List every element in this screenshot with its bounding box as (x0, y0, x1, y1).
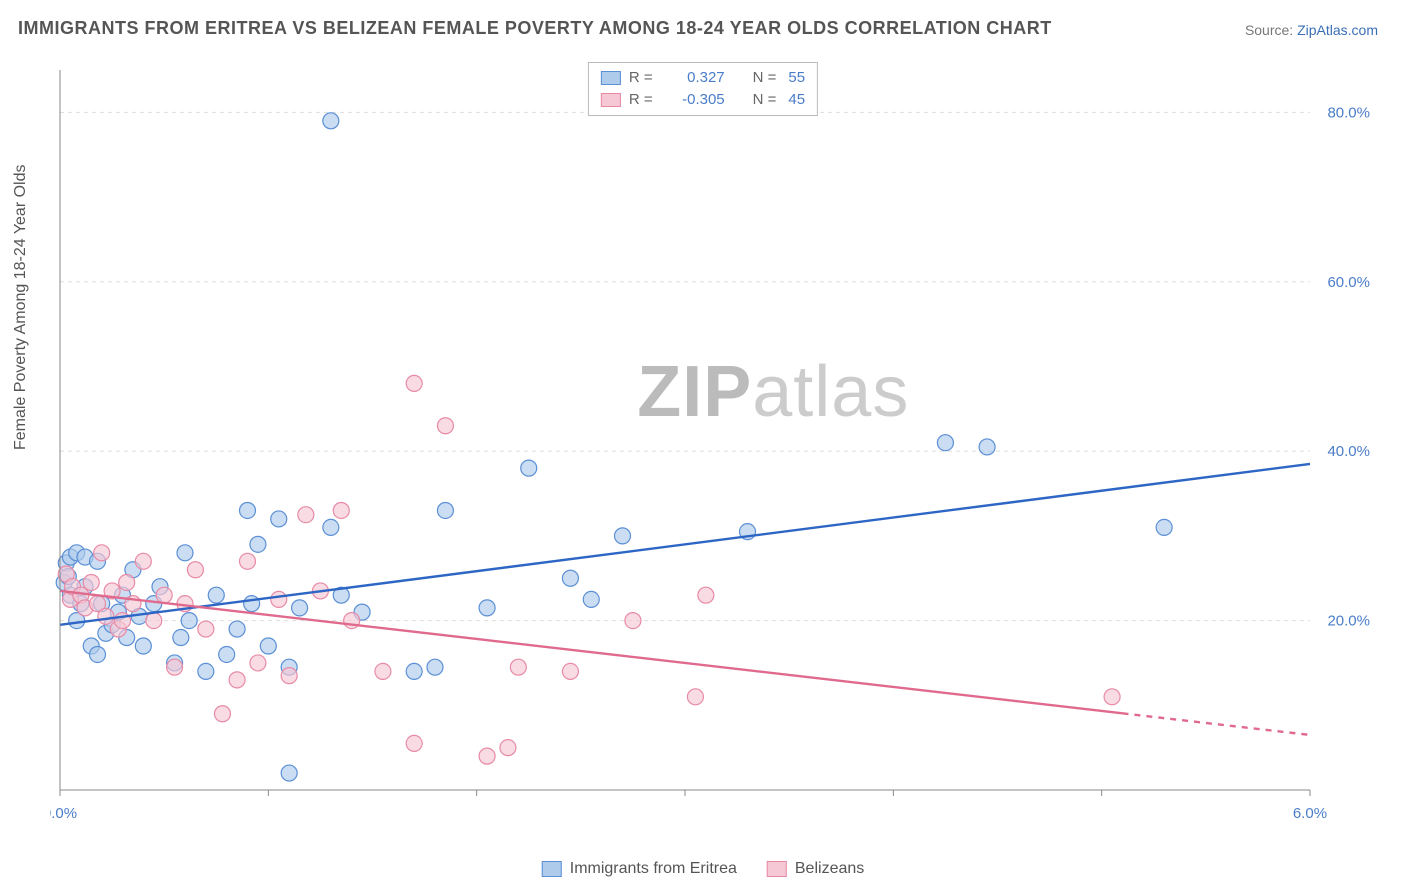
data-point (521, 460, 537, 476)
data-point (562, 570, 578, 586)
y-tick-label: 20.0% (1327, 613, 1370, 630)
legend-swatch (767, 861, 787, 877)
source-link[interactable]: ZipAtlas.com (1297, 22, 1378, 38)
data-point (260, 638, 276, 654)
x-tick-label: 0.0% (50, 805, 77, 822)
data-point (437, 502, 453, 518)
data-point (173, 630, 189, 646)
data-point (219, 646, 235, 662)
data-point (90, 646, 106, 662)
legend-swatch (542, 861, 562, 877)
data-point (437, 418, 453, 434)
data-point (937, 435, 953, 451)
source-prefix: Source: (1245, 22, 1297, 38)
trend-line (60, 464, 1310, 625)
data-point (323, 113, 339, 129)
y-tick-label: 60.0% (1327, 274, 1370, 291)
data-point (298, 507, 314, 523)
data-point (240, 502, 256, 518)
data-point (229, 621, 245, 637)
source-credit: Source: ZipAtlas.com (1245, 22, 1378, 38)
data-point (83, 574, 99, 590)
data-point (292, 600, 308, 616)
legend-series-item: Belizeans (767, 860, 864, 878)
data-point (406, 375, 422, 391)
legend-swatch (601, 93, 621, 107)
data-point (562, 663, 578, 679)
data-point (375, 663, 391, 679)
data-point (625, 613, 641, 629)
y-tick-label: 80.0% (1327, 104, 1370, 121)
data-point (333, 502, 349, 518)
data-point (98, 608, 114, 624)
data-point (215, 706, 231, 722)
legend-correlation-row: R = -0.305 N = 45 (601, 89, 805, 111)
chart-title: IMMIGRANTS FROM ERITREA VS BELIZEAN FEMA… (18, 18, 1052, 39)
legend-series-name: Belizeans (795, 860, 864, 877)
legend-r-value: 0.327 (665, 67, 725, 89)
legend-n-label: N = (753, 67, 777, 89)
data-point (687, 689, 703, 705)
data-point (500, 740, 516, 756)
data-point (177, 545, 193, 561)
data-point (119, 574, 135, 590)
data-point (208, 587, 224, 603)
data-point (1156, 519, 1172, 535)
data-point (979, 439, 995, 455)
data-point (250, 655, 266, 671)
data-point (229, 672, 245, 688)
legend-n-label: N = (753, 89, 777, 111)
data-point (1104, 689, 1120, 705)
legend-n-value: 45 (788, 89, 805, 111)
data-point (281, 668, 297, 684)
legend-correlation-row: R = 0.327 N = 55 (601, 67, 805, 89)
data-point (240, 553, 256, 569)
data-point (510, 659, 526, 675)
y-axis-label: Female Poverty Among 18-24 Year Olds (12, 165, 30, 451)
data-point (94, 545, 110, 561)
data-point (427, 659, 443, 675)
data-point (167, 659, 183, 675)
series-legend: Immigrants from Eritrea Belizeans (542, 860, 865, 878)
legend-swatch (601, 71, 621, 85)
trend-line-extrapolated (1123, 713, 1311, 735)
legend-n-value: 55 (788, 67, 805, 89)
data-point (135, 638, 151, 654)
y-tick-label: 40.0% (1327, 443, 1370, 460)
legend-series-name: Immigrants from Eritrea (570, 860, 737, 877)
data-point (406, 663, 422, 679)
data-point (250, 536, 266, 552)
data-point (135, 553, 151, 569)
legend-r-label: R = (629, 89, 653, 111)
data-point (281, 765, 297, 781)
correlation-legend: R = 0.327 N = 55 R = -0.305 N = 45 (588, 62, 818, 116)
legend-r-label: R = (629, 67, 653, 89)
data-point (198, 663, 214, 679)
legend-r-value: -0.305 (665, 89, 725, 111)
data-point (244, 596, 260, 612)
data-point (198, 621, 214, 637)
data-point (479, 748, 495, 764)
data-point (698, 587, 714, 603)
x-tick-label: 6.0% (1293, 805, 1327, 822)
data-point (479, 600, 495, 616)
data-point (156, 587, 172, 603)
data-point (146, 613, 162, 629)
data-point (271, 591, 287, 607)
data-point (187, 562, 203, 578)
chart-plot: 20.0% 40.0% 60.0% 80.0% 0.0% 6.0% (50, 60, 1380, 830)
data-point (271, 511, 287, 527)
data-point (615, 528, 631, 544)
data-point (583, 591, 599, 607)
legend-series-item: Immigrants from Eritrea (542, 860, 737, 878)
data-point (181, 613, 197, 629)
data-point (323, 519, 339, 535)
data-point (406, 735, 422, 751)
